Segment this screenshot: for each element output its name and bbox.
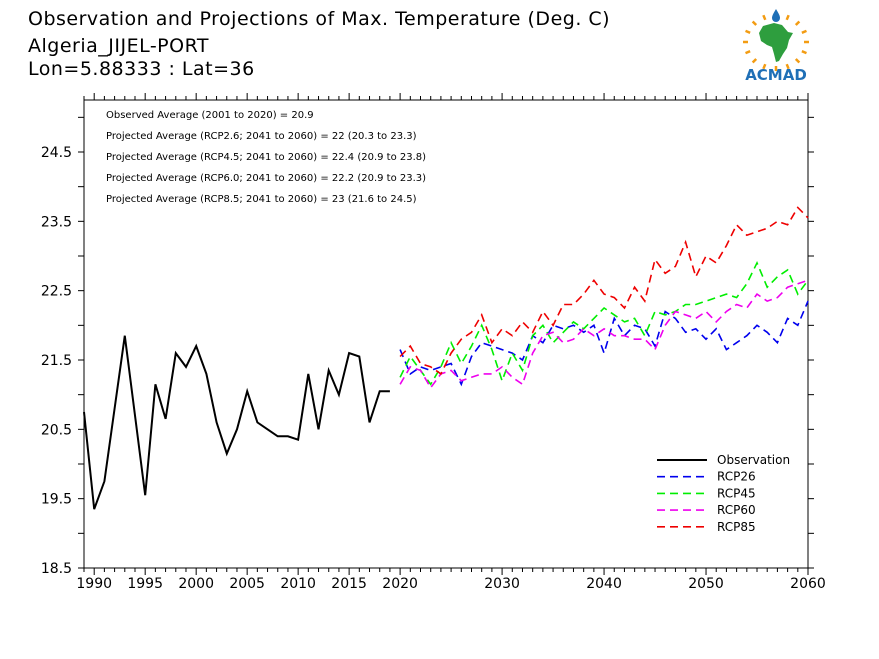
- y-axis-ticks: 18.5 19.5 20.5 21.5 22.5 23.5 24.5: [41, 116, 814, 577]
- y-tick-label: 20.5: [41, 422, 72, 438]
- legend: Observation RCP26 RCP45 RCP60 RCP85: [657, 453, 790, 534]
- logo-ray: [801, 50, 807, 55]
- x-tick-label: 2010: [280, 576, 316, 592]
- x-tick-label: 2060: [790, 576, 826, 592]
- x-tick-label: 2000: [178, 576, 214, 592]
- legend-label: RCP60: [717, 503, 756, 517]
- series-line-rcp45: [399, 260, 809, 386]
- logo-ray: [762, 14, 767, 21]
- y-tick-label: 21.5: [41, 353, 72, 369]
- x-tick-label: 2050: [688, 576, 724, 592]
- station-coordinates: Lon=5.88333 : Lat=36: [28, 58, 255, 80]
- annotation-text: Projected Average (RCP2.6; 2041 to 2060)…: [106, 131, 417, 142]
- annotation-text: Observed Average (2001 to 2020) = 20.9: [106, 110, 314, 121]
- logo-ray: [745, 29, 751, 34]
- legend-label: RCP85: [717, 520, 756, 534]
- logo-ray: [794, 20, 801, 26]
- y-tick-label: 19.5: [41, 492, 72, 508]
- legend-label: RCP45: [717, 486, 756, 500]
- annotation-text: Projected Average (RCP6.0; 2041 to 2060)…: [106, 173, 426, 184]
- series-line-rcp85: [399, 206, 809, 376]
- x-tick-label: 2030: [484, 576, 520, 592]
- logo-ray: [751, 20, 758, 26]
- logo-ray: [794, 58, 801, 64]
- legend-label: RCP26: [717, 470, 756, 484]
- x-axis-ticks: 1990 1995 2000 2005 2010 2015 2020 2030 2040 2050…: [76, 93, 826, 592]
- y-tick-label: 22.5: [41, 284, 72, 300]
- y-tick-label: 18.5: [41, 561, 72, 577]
- annotations: Observed Average (2001 to 2020) = 20.9 Pr…: [106, 110, 426, 205]
- logo-ray: [745, 50, 751, 55]
- logo-ray: [751, 58, 758, 64]
- station-name: Algeria_JIJEL-PORT: [28, 35, 210, 57]
- series-line-rcp60: [399, 279, 809, 390]
- x-tick-label: 1990: [76, 576, 112, 592]
- x-tick-label: 2015: [331, 576, 367, 592]
- annotation-text: Projected Average (RCP8.5; 2041 to 2060)…: [106, 194, 417, 205]
- logo-ray: [801, 29, 807, 34]
- x-tick-label: 2020: [382, 576, 418, 592]
- y-tick-label: 24.5: [41, 145, 72, 161]
- chart-title: Observation and Projections of Max. Temp…: [28, 8, 611, 30]
- logo-ray: [762, 63, 767, 70]
- logo-ray: [785, 63, 790, 70]
- x-tick-label: 2005: [229, 576, 265, 592]
- y-tick-label: 23.5: [41, 214, 72, 230]
- water-drop-icon: [772, 9, 780, 22]
- acmad-logo: ACMAD: [743, 9, 809, 84]
- series-line-rcp26: [399, 300, 809, 387]
- series-line-obs: [83, 335, 390, 510]
- x-tick-label: 2040: [586, 576, 622, 592]
- africa-shape: [759, 23, 793, 62]
- logo-ray: [785, 14, 790, 21]
- logo-text: ACMAD: [745, 66, 807, 84]
- plot-frame: [83, 99, 809, 569]
- legend-label: Observation: [717, 453, 790, 467]
- x-tick-label: 1995: [127, 576, 163, 592]
- annotation-text: Projected Average (RCP4.5; 2041 to 2060)…: [106, 152, 426, 163]
- series-lines: [83, 206, 809, 510]
